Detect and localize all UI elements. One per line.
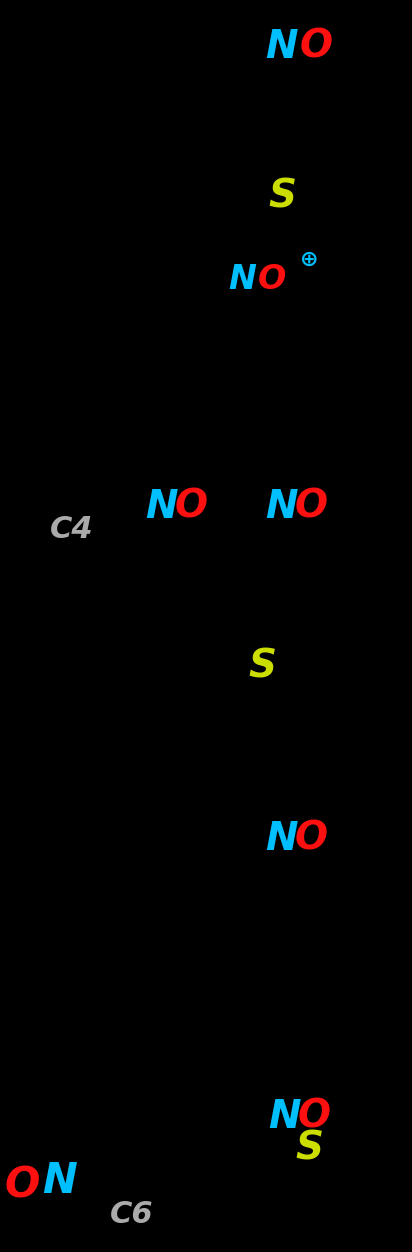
Text: N: N [42, 1161, 77, 1202]
Text: O: O [295, 488, 328, 526]
Text: N: N [265, 28, 297, 66]
Text: N: N [145, 488, 178, 526]
Text: N: N [268, 1098, 300, 1136]
Text: S: S [295, 1131, 323, 1168]
Text: C4: C4 [50, 515, 94, 545]
Text: C6: C6 [110, 1199, 154, 1229]
Text: ⊕: ⊕ [300, 250, 318, 270]
Text: N: N [265, 820, 297, 858]
Text: N: N [228, 263, 256, 295]
Text: O: O [258, 263, 286, 295]
Text: O: O [300, 28, 333, 66]
Text: O: O [298, 1098, 331, 1136]
Text: S: S [268, 178, 296, 217]
Text: O: O [5, 1166, 40, 1207]
Text: S: S [248, 649, 276, 686]
Text: O: O [295, 820, 328, 858]
Text: N: N [265, 488, 297, 526]
Text: O: O [175, 488, 208, 526]
